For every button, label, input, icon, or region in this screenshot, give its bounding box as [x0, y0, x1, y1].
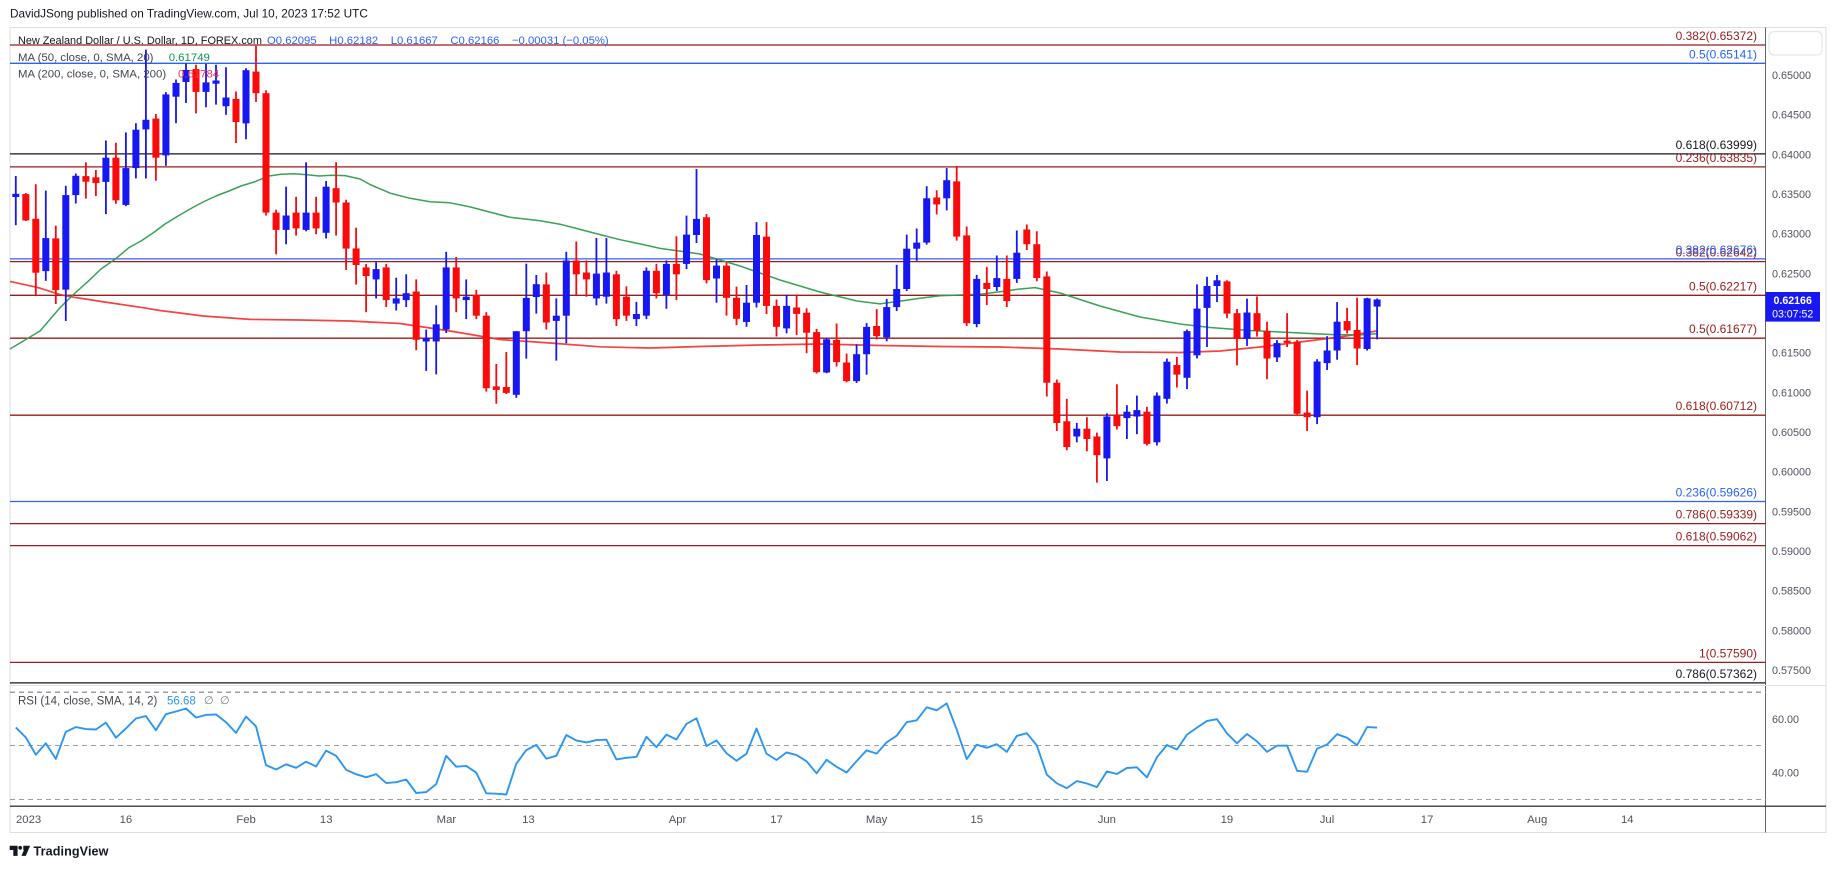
svg-text:17: 17 — [1421, 814, 1434, 826]
svg-text:0.5(0.65141): 0.5(0.65141) — [1689, 47, 1757, 61]
svg-text:0.236(0.59626): 0.236(0.59626) — [1676, 486, 1757, 500]
svg-text:0.58000: 0.58000 — [1772, 625, 1811, 637]
svg-text:0.65000: 0.65000 — [1772, 70, 1811, 82]
svg-text:56.68: 56.68 — [167, 696, 196, 708]
svg-text:16: 16 — [120, 814, 133, 826]
svg-text:40.00: 40.00 — [1772, 768, 1799, 780]
svg-text:MA (200, close, 0, SMA, 200): MA (200, close, 0, SMA, 200) — [18, 69, 166, 81]
svg-text:Jul: Jul — [1320, 814, 1334, 826]
svg-text:2023: 2023 — [16, 814, 41, 826]
svg-text:0.382(0.65372): 0.382(0.65372) — [1676, 29, 1757, 43]
svg-text:13: 13 — [522, 814, 535, 826]
svg-text:∅: ∅ — [220, 695, 230, 707]
svg-text:0.618(0.59062): 0.618(0.59062) — [1676, 530, 1757, 544]
svg-text:RSI (14, close, SMA, 14, 2): RSI (14, close, SMA, 14, 2) — [18, 696, 158, 708]
svg-text:0.61784: 0.61784 — [178, 69, 219, 81]
svg-text:1(0.57590): 1(0.57590) — [1699, 646, 1757, 660]
svg-text:DavidJSong published on Tradin: DavidJSong published on TradingView.com,… — [10, 7, 368, 21]
svg-text:0.61500: 0.61500 — [1772, 348, 1811, 360]
svg-text:15: 15 — [970, 814, 983, 826]
svg-text:New Zealand Dollar / U.S. Doll: New Zealand Dollar / U.S. Dollar, 1D, FO… — [18, 35, 262, 47]
svg-text:0.618(0.63999): 0.618(0.63999) — [1676, 138, 1757, 152]
svg-text:0.5(0.61677): 0.5(0.61677) — [1689, 322, 1757, 336]
svg-text:17: 17 — [770, 814, 783, 826]
svg-text:0.236(0.63835): 0.236(0.63835) — [1676, 151, 1757, 165]
svg-text:0.58500: 0.58500 — [1772, 586, 1811, 598]
svg-text:Aug: Aug — [1527, 814, 1547, 826]
svg-text:0.5(0.62217): 0.5(0.62217) — [1689, 279, 1757, 293]
svg-text:0.64500: 0.64500 — [1772, 110, 1811, 122]
svg-text:0.61000: 0.61000 — [1772, 387, 1811, 399]
svg-text:0.62500: 0.62500 — [1772, 268, 1811, 280]
svg-text:0.786(0.57362): 0.786(0.57362) — [1676, 667, 1757, 681]
svg-text:0.64000: 0.64000 — [1772, 149, 1811, 161]
svg-text:0.63500: 0.63500 — [1772, 189, 1811, 201]
svg-text:0.63000: 0.63000 — [1772, 229, 1811, 241]
svg-text:Feb: Feb — [236, 814, 255, 826]
svg-text:0.382(0.62676): 0.382(0.62676) — [1676, 243, 1757, 257]
svg-text:∅: ∅ — [204, 695, 214, 707]
svg-text:O0.62095 H0.62182 L0.616: O0.62095 H0.62182 L0.61667 C0.62166 −0.0… — [267, 35, 609, 47]
svg-text:0.59500: 0.59500 — [1772, 506, 1811, 518]
svg-text:0.618(0.60712): 0.618(0.60712) — [1676, 399, 1757, 413]
svg-text:0.61749: 0.61749 — [169, 52, 210, 64]
svg-text:19: 19 — [1221, 814, 1234, 826]
svg-text:13: 13 — [320, 814, 333, 826]
svg-text:0.59000: 0.59000 — [1772, 546, 1811, 558]
svg-text:May: May — [866, 814, 888, 826]
svg-text:0.62166: 0.62166 — [1774, 295, 1812, 307]
svg-text:0.60500: 0.60500 — [1772, 427, 1811, 439]
svg-text:Jun: Jun — [1098, 814, 1116, 826]
svg-text:60.00: 60.00 — [1772, 714, 1799, 726]
svg-text:Apr: Apr — [669, 814, 687, 826]
svg-text:0.60000: 0.60000 — [1772, 467, 1811, 479]
svg-text:0.382(0.62642): 0.382(0.62642) — [1676, 246, 1757, 260]
svg-text:14: 14 — [1621, 814, 1634, 826]
svg-text:0.786(0.59339): 0.786(0.59339) — [1676, 508, 1757, 522]
svg-text:03:07:52: 03:07:52 — [1772, 308, 1813, 320]
svg-text:0.57500: 0.57500 — [1772, 665, 1811, 677]
svg-text:MA (50, close, 0, SMA, 20): MA (50, close, 0, SMA, 20) — [18, 52, 154, 64]
svg-text:Mar: Mar — [437, 814, 457, 826]
svg-text:TradingView: TradingView — [34, 845, 109, 859]
